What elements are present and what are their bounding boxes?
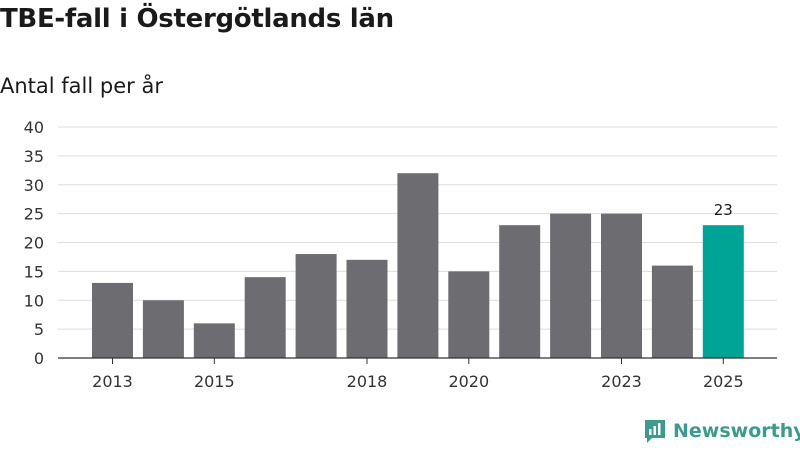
data-label-2025: 23 [714, 201, 733, 219]
bar-2025 [702, 225, 744, 358]
y-tick-label-40: 40 [24, 118, 44, 137]
bar-2023 [601, 213, 642, 358]
bar-2013 [92, 282, 133, 358]
y-tick-label-20: 20 [24, 234, 44, 253]
y-tick-label-30: 30 [24, 176, 44, 195]
y-tick-label-25: 25 [24, 205, 44, 224]
y-tick-label-5: 5 [34, 320, 44, 339]
x-tick-label-2020: 2020 [448, 372, 489, 391]
x-tick-label-2023: 2023 [601, 372, 642, 391]
bar-2024 [651, 265, 693, 358]
bar-2015 [193, 323, 235, 358]
chart-title: TBE-fall i Östergötlands län [0, 4, 394, 34]
newsworthy-logo-icon [645, 420, 665, 443]
y-tick-label-15: 15 [24, 262, 44, 281]
y-tick-label-35: 35 [24, 147, 44, 166]
x-tick-label-2015: 2015 [194, 372, 235, 391]
x-tick-label-2018: 2018 [347, 372, 388, 391]
bar-2022 [550, 213, 592, 358]
bar-2017 [295, 254, 337, 358]
bar-2020 [448, 271, 490, 358]
chart-subtitle: Antal fall per år [0, 74, 163, 98]
bar-2018 [346, 259, 388, 358]
x-tick-label-2013: 2013 [92, 372, 133, 391]
y-tick-label-0: 0 [34, 349, 44, 368]
brand-name: Newsworthy [673, 420, 800, 442]
bar-2014 [142, 300, 184, 358]
bar-2019 [397, 173, 439, 358]
y-tick-label-10: 10 [24, 291, 44, 310]
x-tick-label-2025: 2025 [703, 372, 744, 391]
bar-2016 [244, 277, 286, 358]
brand-logo: Newsworthy [643, 418, 800, 444]
bar-2021 [499, 225, 541, 358]
